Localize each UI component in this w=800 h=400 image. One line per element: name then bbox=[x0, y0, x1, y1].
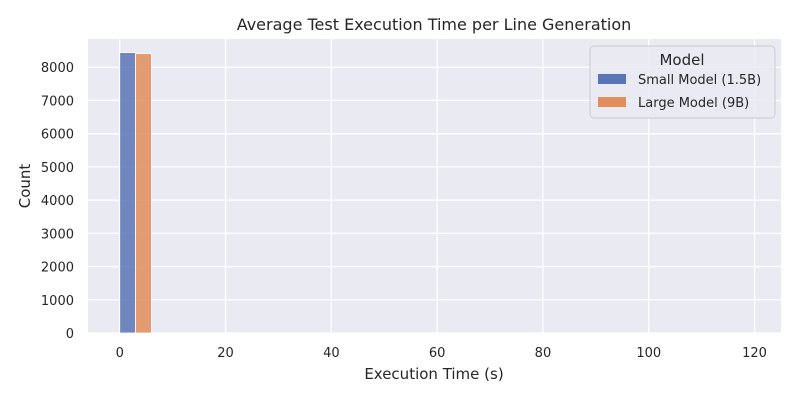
legend-label-small-model: Small Model (1.5B) bbox=[638, 73, 761, 88]
legend-title: Model bbox=[659, 51, 704, 69]
legend-swatch-large-model bbox=[598, 97, 626, 107]
y-axis-ticks: 0 1000 2000 3000 4000 5000 6000 7000 8000 bbox=[41, 61, 74, 342]
legend: Model Small Model (1.5B) Large Model (9B… bbox=[589, 45, 776, 119]
y-tick-label: 1000 bbox=[41, 294, 74, 309]
x-axis-label: Execution Time (s) bbox=[364, 365, 503, 383]
y-tick-label: 2000 bbox=[41, 261, 74, 276]
legend-frame bbox=[589, 45, 776, 119]
x-tick-label: 100 bbox=[636, 346, 661, 361]
y-tick-label: 5000 bbox=[41, 161, 74, 176]
y-tick-label: 3000 bbox=[41, 227, 74, 242]
y-tick-label: 6000 bbox=[41, 128, 74, 143]
legend-swatch-small-model bbox=[598, 74, 626, 84]
x-axis-ticks: 0 20 40 60 80 100 120 bbox=[116, 346, 767, 361]
y-tick-label: 7000 bbox=[41, 94, 74, 109]
x-tick-label: 80 bbox=[535, 346, 552, 361]
x-tick-label: 40 bbox=[323, 346, 340, 361]
x-tick-label: 20 bbox=[217, 346, 234, 361]
y-tick-label: 4000 bbox=[41, 194, 74, 209]
bars bbox=[119, 52, 152, 334]
grid-lines bbox=[88, 39, 781, 334]
x-tick-label: 0 bbox=[116, 346, 124, 361]
bar-small-model bbox=[119, 52, 137, 334]
chart-title: Average Test Execution Time per Line Gen… bbox=[237, 15, 632, 34]
x-tick-label: 60 bbox=[429, 346, 446, 361]
bar-large-model bbox=[135, 53, 152, 334]
x-tick-label: 120 bbox=[742, 346, 767, 361]
y-tick-label: 8000 bbox=[41, 61, 74, 76]
y-tick-label: 0 bbox=[66, 327, 74, 342]
y-axis-label: Count bbox=[16, 164, 34, 209]
legend-label-large-model: Large Model (9B) bbox=[638, 96, 749, 111]
